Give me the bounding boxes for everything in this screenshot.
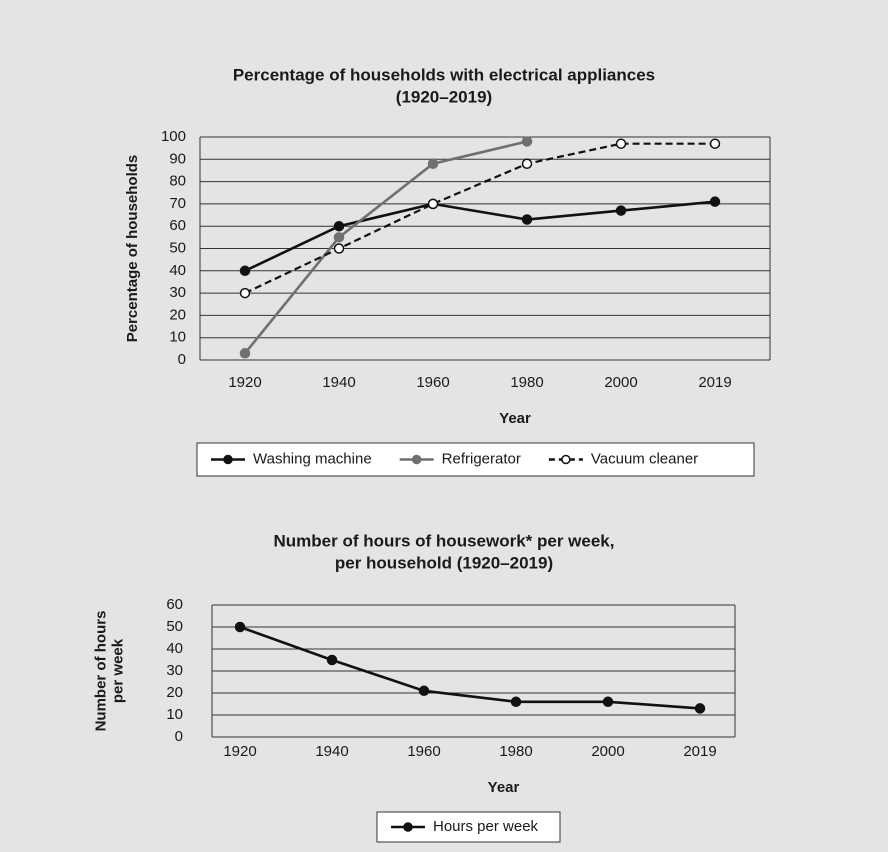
y-axis-label: per week bbox=[109, 638, 126, 703]
series-line bbox=[243, 140, 528, 355]
data-point bbox=[615, 205, 627, 216]
x-tick-label: 1920 bbox=[228, 374, 261, 391]
data-point bbox=[239, 287, 251, 299]
legend-label: Washing machine bbox=[253, 450, 372, 467]
y-tick-label: 20 bbox=[169, 306, 186, 323]
x-tick-label: 1980 bbox=[499, 743, 532, 760]
y-tick-label: 40 bbox=[166, 640, 183, 657]
legend-box bbox=[196, 442, 755, 477]
data-point bbox=[615, 138, 627, 149]
x-axis-label: Year bbox=[499, 410, 531, 427]
data-point bbox=[326, 654, 338, 666]
y-tick-label: 70 bbox=[169, 195, 186, 212]
data-point bbox=[521, 136, 533, 147]
y-tick-label: 30 bbox=[169, 284, 186, 301]
chart-title: Number of hours of housework* per week, bbox=[273, 531, 614, 550]
x-tick-label: 1940 bbox=[315, 743, 348, 760]
data-point bbox=[418, 685, 430, 697]
data-point bbox=[521, 158, 533, 170]
y-tick-label: 80 bbox=[169, 173, 186, 190]
data-point bbox=[521, 214, 533, 225]
data-point bbox=[427, 158, 439, 170]
data-point bbox=[709, 138, 721, 149]
data-point bbox=[709, 196, 721, 207]
legend-label: Vacuum cleaner bbox=[591, 450, 698, 467]
series-line bbox=[244, 200, 716, 272]
x-tick-label: 1980 bbox=[510, 374, 543, 391]
x-tick-label: 2019 bbox=[683, 743, 716, 760]
x-tick-label: 1960 bbox=[407, 743, 440, 760]
legend-label: Refrigerator bbox=[442, 450, 521, 467]
y-tick-label: 60 bbox=[166, 596, 183, 613]
y-tick-label: 60 bbox=[169, 217, 186, 234]
chart-title: per household (1920–2019) bbox=[335, 553, 553, 572]
x-tick-label: 1940 bbox=[322, 374, 355, 391]
legend-label: Hours per week bbox=[433, 818, 539, 835]
data-point bbox=[510, 696, 522, 708]
legend-marker bbox=[403, 822, 413, 832]
x-tick-label: 1920 bbox=[223, 743, 256, 760]
y-tick-label: 20 bbox=[166, 684, 183, 701]
data-point bbox=[239, 265, 251, 277]
x-tick-label: 1960 bbox=[416, 374, 449, 391]
x-tick-label: 2019 bbox=[698, 374, 731, 391]
x-tick-label: 2000 bbox=[591, 743, 624, 760]
y-axis-label: Number of hours bbox=[92, 611, 109, 732]
data-point bbox=[333, 243, 345, 254]
y-tick-label: 10 bbox=[166, 706, 183, 723]
chart-title: (1920–2019) bbox=[396, 87, 492, 106]
chart-title: Percentage of households with electrical… bbox=[233, 65, 655, 84]
x-axis-label: Year bbox=[488, 779, 520, 796]
data-point bbox=[694, 703, 706, 714]
series-line bbox=[244, 142, 715, 295]
data-point bbox=[333, 220, 345, 232]
y-tick-label: 40 bbox=[169, 262, 186, 279]
data-point bbox=[234, 621, 246, 633]
data-point bbox=[239, 348, 251, 359]
y-tick-label: 10 bbox=[169, 329, 186, 346]
legend-marker bbox=[223, 454, 233, 465]
legend-marker bbox=[411, 454, 422, 465]
x-tick-label: 2000 bbox=[604, 374, 637, 391]
series-line bbox=[239, 625, 701, 710]
data-point bbox=[602, 696, 614, 708]
y-tick-label: 30 bbox=[166, 662, 183, 679]
y-tick-label: 50 bbox=[166, 618, 183, 635]
y-tick-label: 50 bbox=[169, 239, 186, 256]
legend-box bbox=[376, 811, 561, 843]
y-axis-label: Percentage of households bbox=[124, 155, 141, 343]
legend-marker bbox=[561, 454, 571, 465]
y-tick-label: 100 bbox=[161, 128, 186, 145]
y-tick-label: 0 bbox=[175, 728, 183, 745]
y-tick-label: 90 bbox=[169, 150, 186, 167]
data-point bbox=[333, 232, 345, 243]
y-tick-label: 0 bbox=[178, 351, 186, 368]
data-point bbox=[427, 198, 439, 210]
